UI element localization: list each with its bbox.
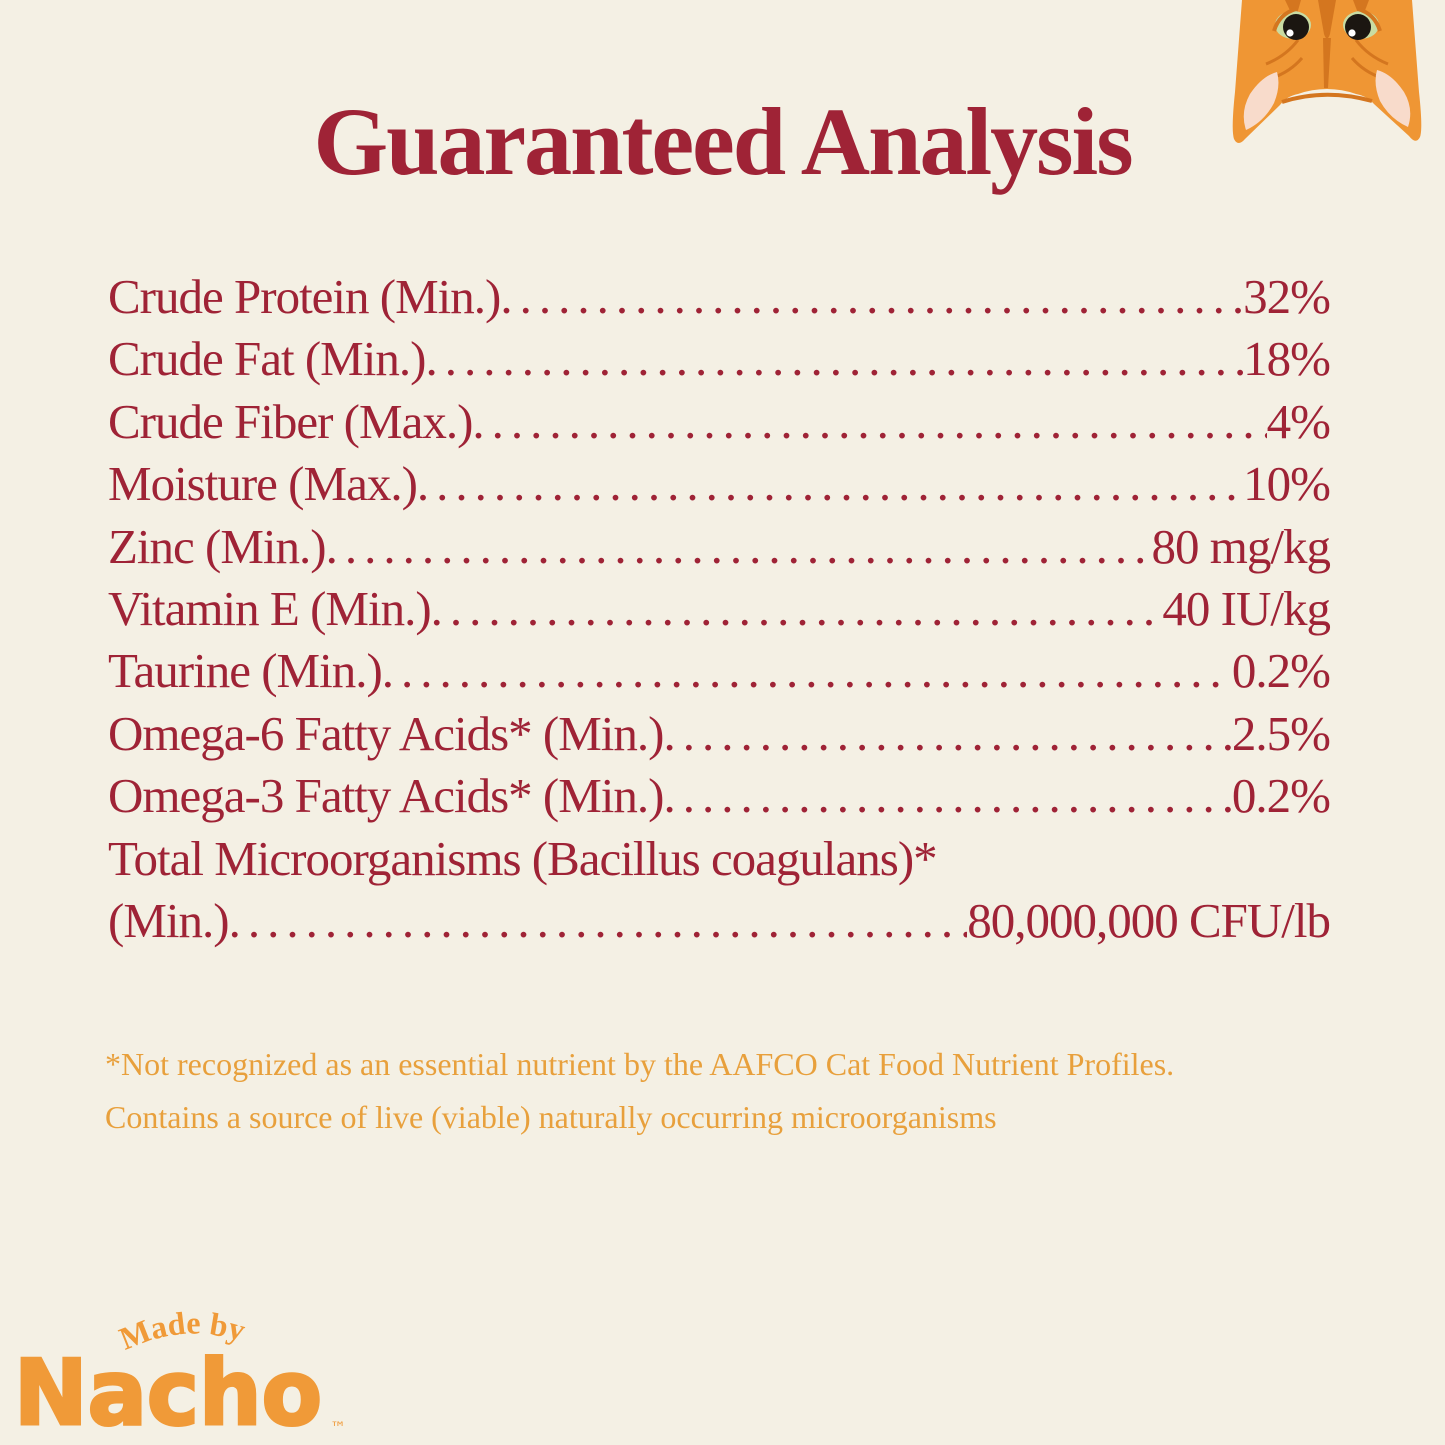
row-leader-dots	[382, 640, 1232, 702]
row-value: 32%	[1243, 269, 1331, 324]
analysis-row: Zinc (Min.) 80 mg/kg	[108, 516, 1331, 578]
made-by-nacho-logo: Made by Nacho ™	[13, 1305, 347, 1440]
row-leader-dots	[663, 765, 1231, 827]
row-label: Zinc (Min.)	[108, 518, 327, 574]
analysis-row: Moisture (Max.) 10%	[108, 453, 1331, 515]
row-value: 80 mg/kg	[1151, 518, 1331, 574]
row-label: Total Microorganisms (Bacillus coagulans…	[108, 830, 938, 886]
row-label: Moisture (Max.)	[108, 456, 418, 512]
row-label: Vitamin E (Min.)	[108, 581, 432, 637]
nacho-wordmark: Nacho	[14, 1341, 322, 1440]
analysis-row: Crude Fiber (Max.) 4%	[108, 391, 1331, 453]
row-label: Crude Fiber (Max.)	[108, 393, 473, 449]
row-value: 40 IU/kg	[1162, 581, 1331, 637]
page-title: Guaranteed Analysis	[313, 88, 1133, 195]
row-leader-dots	[229, 890, 968, 952]
trademark-symbol: ™	[330, 1418, 346, 1437]
row-label: Taurine (Min.)	[108, 643, 383, 699]
row-leader-dots	[417, 453, 1243, 515]
footnote-line-2: Contains a source of live (viable) natur…	[105, 1099, 997, 1135]
row-value: 10%	[1243, 456, 1331, 512]
footnote: *Not recognized as an essential nutrient…	[105, 1038, 1385, 1144]
row-leader-dots	[500, 266, 1243, 328]
row-label: (Min.)	[108, 893, 230, 949]
row-leader-dots	[431, 578, 1163, 640]
row-leader-dots	[425, 328, 1243, 390]
row-value: 18%	[1243, 331, 1331, 387]
analysis-row: Taurine (Min.) 0.2%	[108, 640, 1331, 702]
analysis-row: Vitamin E (Min.) 40 IU/kg	[108, 578, 1331, 640]
row-label: Crude Protein (Min.)	[108, 269, 501, 324]
row-leader-dots	[326, 516, 1152, 578]
footnote-line-1: *Not recognized as an essential nutrient…	[105, 1046, 1175, 1082]
row-value: 80,000,000 CFU/lb	[967, 893, 1331, 949]
row-leader-dots	[472, 391, 1266, 453]
row-value: 0.2%	[1231, 768, 1331, 824]
analysis-list: Crude Protein (Min.) 32% Crude Fat (Min.…	[108, 266, 1331, 952]
analysis-row: Crude Fat (Min.) 18%	[108, 328, 1331, 390]
analysis-row: (Min.) 80,000,000 CFU/lb	[108, 890, 1331, 952]
row-value: 4%	[1266, 393, 1331, 449]
analysis-row: Crude Protein (Min.) 32%	[108, 266, 1331, 328]
upside-down-cat-face-icon	[1232, 0, 1422, 143]
row-value: 2.5%	[1231, 705, 1331, 761]
analysis-row: Total Microorganisms (Bacillus coagulans…	[108, 828, 1330, 890]
row-leader-dots	[663, 703, 1231, 765]
row-label: Crude Fat (Min.)	[108, 331, 426, 387]
row-label: Omega-3 Fatty Acids* (Min.)	[108, 768, 664, 824]
analysis-row: Omega-6 Fatty Acids* (Min.) 2.5%	[108, 703, 1331, 765]
analysis-row: Omega-3 Fatty Acids* (Min.) 0.2%	[108, 765, 1331, 827]
row-value: 0.2%	[1231, 643, 1331, 699]
row-label: Omega-6 Fatty Acids* (Min.)	[108, 705, 664, 761]
